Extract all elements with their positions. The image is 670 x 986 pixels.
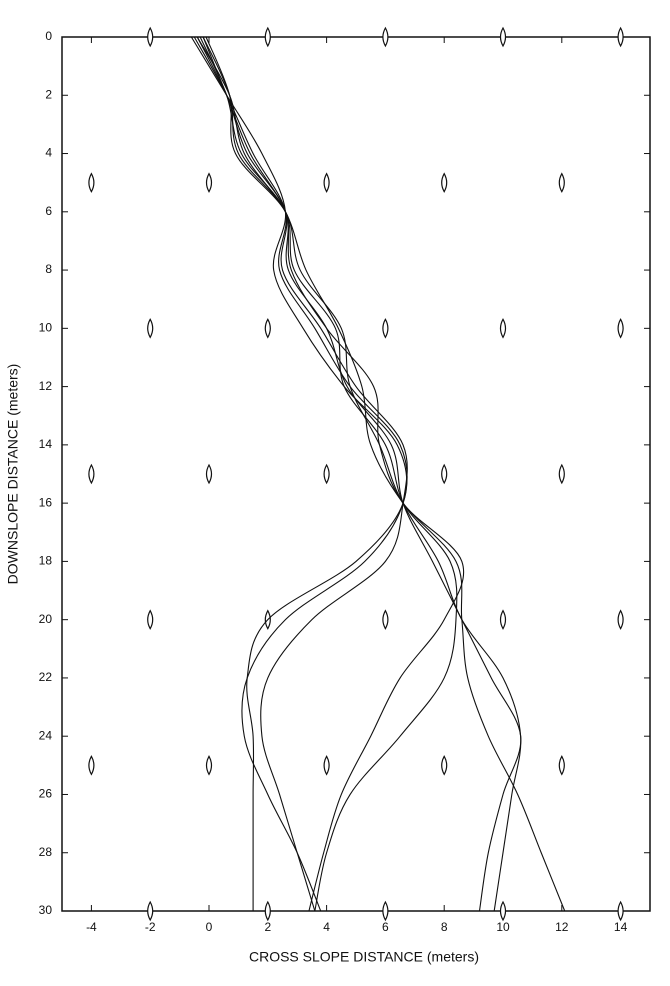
- trajectory: [196, 36, 566, 912]
- obstacle: [558, 463, 565, 485]
- y-tick-label: 20: [39, 612, 53, 626]
- obstacle: [88, 463, 95, 485]
- x-tick-label: 8: [441, 920, 448, 934]
- obstacle: [617, 900, 624, 922]
- obstacle: [205, 172, 213, 193]
- obstacle: [382, 318, 389, 339]
- trajectory: [205, 36, 458, 912]
- x-tick-label: 14: [614, 920, 628, 934]
- x-tick-label: 4: [323, 920, 330, 934]
- y-tick-label: 12: [39, 379, 53, 393]
- obstacle: [264, 900, 271, 922]
- y-tick-label: 4: [45, 146, 52, 160]
- trajectory: [202, 36, 465, 912]
- x-tick-label: 12: [555, 920, 569, 934]
- y-tick-label: 26: [39, 787, 53, 801]
- obstacle: [499, 26, 507, 48]
- obstacle: [441, 755, 448, 776]
- obstacle: [499, 609, 507, 630]
- obstacle: [558, 755, 565, 776]
- obstacle: [264, 26, 271, 48]
- x-axis-title: CROSS SLOPE DISTANCE (meters): [249, 949, 479, 965]
- x-tick-label: 2: [264, 920, 271, 934]
- obstacle: [499, 318, 507, 339]
- y-tick-label: 30: [39, 903, 53, 917]
- obstacle: [441, 463, 448, 485]
- obstacle: [205, 755, 213, 776]
- obstacle: [558, 172, 565, 193]
- y-tick-label: 22: [39, 670, 53, 684]
- x-tick-label: -2: [145, 920, 156, 934]
- obstacle: [264, 318, 271, 339]
- y-tick-label: 6: [45, 204, 52, 218]
- x-tick-label: 6: [382, 920, 389, 934]
- trajectory: [190, 36, 408, 911]
- y-tick-label: 18: [39, 554, 53, 568]
- x-tick-label: 10: [496, 920, 510, 934]
- y-tick-label: 10: [39, 321, 53, 335]
- y-tick-label: 14: [39, 437, 53, 451]
- x-tick-label: 0: [206, 920, 213, 934]
- obstacle: [88, 172, 95, 193]
- plot-frame: [61, 36, 651, 912]
- y-tick-label: 28: [39, 845, 53, 859]
- obstacle: [147, 609, 154, 630]
- obstacle: [88, 755, 95, 776]
- x-tick-label: -4: [86, 920, 97, 934]
- y-tick-label: 24: [39, 728, 53, 742]
- obstacle: [617, 26, 624, 48]
- y-tick-label: 16: [39, 495, 53, 509]
- obstacle: [382, 609, 389, 630]
- y-tick-label: 8: [45, 262, 52, 276]
- obstacle: [617, 318, 624, 339]
- y-tick-label: 0: [45, 29, 52, 43]
- obstacle: [382, 26, 389, 48]
- obstacle: [499, 900, 507, 922]
- obstacle: [617, 609, 624, 630]
- trajectory: [193, 36, 408, 912]
- obstacle: [323, 463, 330, 485]
- obstacle: [441, 172, 448, 193]
- trajectory: [202, 36, 522, 912]
- obstacle: [147, 900, 154, 922]
- y-tick-label: 2: [45, 87, 52, 101]
- obstacle: [323, 172, 330, 193]
- obstacle: [147, 26, 154, 48]
- obstacle: [147, 318, 154, 339]
- obstacle: [382, 900, 389, 922]
- obstacle: [205, 463, 213, 485]
- y-axis-title: DOWNSLOPE DISTANCE (meters): [5, 364, 21, 585]
- trajectory: [196, 36, 408, 912]
- obstacle: [323, 755, 330, 776]
